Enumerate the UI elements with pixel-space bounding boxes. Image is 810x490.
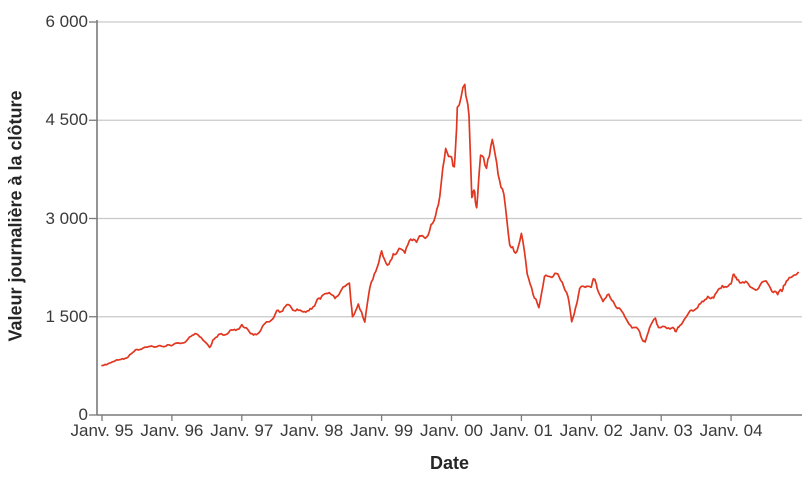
x-tick-label: Janv. 95 bbox=[70, 421, 134, 440]
x-tick-label: Janv. 00 bbox=[419, 421, 483, 440]
x-tick-label: Janv. 97 bbox=[210, 421, 274, 440]
x-tick-label: Janv. 99 bbox=[350, 421, 414, 440]
y-tick-label: 4 500 bbox=[45, 110, 88, 130]
x-tick-label: Janv. 98 bbox=[280, 421, 344, 440]
x-tick-label: Janv. 04 bbox=[699, 421, 763, 440]
price-line bbox=[101, 83, 800, 367]
x-axis-title: Date bbox=[429, 453, 469, 473]
y-tick-label: 1 500 bbox=[45, 306, 88, 326]
x-tick-label: Janv. 96 bbox=[140, 421, 204, 440]
x-tick-label: Janv. 02 bbox=[559, 421, 623, 440]
y-tick-label: 3 000 bbox=[45, 208, 88, 228]
x-tick-label: Janv. 03 bbox=[629, 421, 693, 440]
y-tick-label: 0 bbox=[78, 405, 88, 424]
x-tick-label: Janv. 01 bbox=[489, 421, 553, 440]
y-tick-label: 6 000 bbox=[45, 12, 88, 31]
